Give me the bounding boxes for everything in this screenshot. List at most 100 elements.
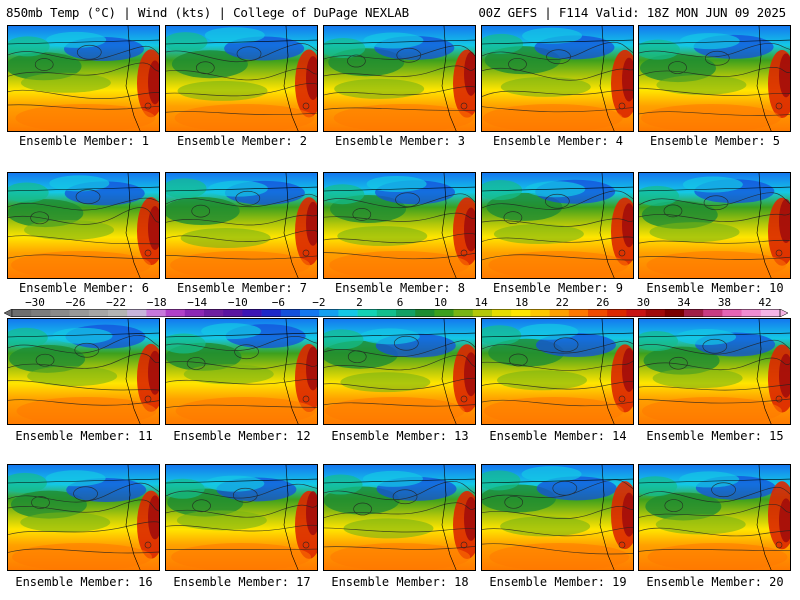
colorbar-segment	[645, 309, 666, 317]
temperature-map	[482, 26, 633, 131]
temperature-map	[8, 465, 159, 570]
colorbar-outline	[11, 309, 781, 317]
colorbar-segment	[453, 309, 474, 317]
member-caption: Ensemble Member: 14	[489, 429, 627, 443]
member-caption: Ensemble Member: 2	[176, 134, 308, 148]
colorbar-segment	[300, 309, 320, 317]
colorbar-segment	[530, 309, 550, 317]
colorbar-segment	[472, 309, 493, 317]
temperature-map	[639, 319, 790, 424]
colorbar-tick-label: 10	[433, 296, 448, 309]
colorbar-tick-label: −10	[227, 296, 248, 309]
colorbar-segment	[165, 309, 186, 317]
colorbar-segment	[722, 309, 742, 317]
colorbar-tick-label: 42	[758, 296, 772, 309]
ensemble-map-panel	[165, 318, 318, 425]
ensemble-map-panel	[165, 25, 318, 132]
colorbar-segment	[223, 309, 243, 317]
member-caption: Ensemble Member: 11	[15, 429, 153, 443]
ensemble-map-panel	[481, 25, 634, 132]
temperature-map	[482, 465, 633, 570]
ensemble-map-panel	[7, 172, 160, 279]
colorbar-segment	[261, 309, 282, 317]
member-caption: Ensemble Member: 3	[334, 134, 466, 148]
ensemble-map-panel	[323, 25, 476, 132]
member-caption: Ensemble Member: 18	[331, 575, 469, 589]
temperature-map	[324, 26, 475, 131]
colorbar-tick-label: 34	[677, 296, 691, 309]
colorbar-segment	[760, 309, 781, 317]
colorbar-segment	[146, 309, 166, 317]
colorbar-segment	[204, 309, 224, 317]
member-caption: Ensemble Member: 17	[173, 575, 311, 589]
ensemble-map-panel	[638, 464, 791, 571]
map-title: 850mb Temp (°C) | Wind (kts) | College o…	[6, 5, 409, 20]
member-caption: Ensemble Member: 13	[331, 429, 469, 443]
member-caption: Ensemble Member: 5	[649, 134, 781, 148]
colorbar-tick-label: 38	[717, 296, 732, 309]
ensemble-map-panel	[638, 318, 791, 425]
colorbar-segment	[184, 309, 205, 317]
member-caption: Ensemble Member: 10	[646, 281, 784, 295]
ensemble-map-panel	[481, 318, 634, 425]
member-caption: Ensemble Member: 20	[646, 575, 784, 589]
colorbar-segment	[127, 309, 147, 317]
ensemble-map-panel	[165, 172, 318, 279]
colorbar-segment	[31, 309, 51, 317]
colorbar-segment	[549, 309, 570, 317]
colorbar-tick-label: −30	[25, 296, 45, 309]
member-caption: Ensemble Member: 16	[15, 575, 153, 589]
temperature-map	[8, 319, 159, 424]
ensemble-map-panel	[481, 172, 634, 279]
member-caption: Ensemble Member: 4	[492, 134, 624, 148]
temperature-map	[639, 173, 790, 278]
ensemble-map-panel	[323, 464, 476, 571]
colorbar-segment	[50, 309, 70, 317]
ensemble-map-panel	[165, 464, 318, 571]
member-caption: Ensemble Member: 1	[18, 134, 150, 148]
temperature-map	[639, 465, 790, 570]
colorbar-segment	[664, 309, 685, 317]
temperature-map	[324, 465, 475, 570]
member-caption: Ensemble Member: 15	[646, 429, 784, 443]
colorbar-tick-label: −6	[271, 296, 285, 309]
temperature-map	[639, 26, 790, 131]
temperature-map	[324, 173, 475, 278]
colorbar-segment	[684, 309, 704, 317]
colorbar-segment	[434, 309, 454, 317]
colorbar-tick-label: 26	[596, 296, 610, 309]
colorbar-segment	[357, 309, 378, 317]
member-caption: Ensemble Member: 7	[176, 281, 308, 295]
colorbar-segment	[12, 309, 32, 317]
colorbar-segment	[492, 309, 512, 317]
colorbar-segment	[626, 309, 646, 317]
ensemble-map-panel	[638, 25, 791, 132]
colorbar-segment	[88, 309, 109, 317]
colorbar-segment	[415, 309, 435, 317]
colorbar-tick-label: −26	[65, 296, 86, 309]
colorbar-tick-label: 22	[555, 296, 569, 309]
ensemble-map-panel	[7, 318, 160, 425]
temperature-map	[166, 26, 317, 131]
colorbar-segment	[703, 309, 723, 317]
colorbar-tick-label: 2	[356, 296, 363, 309]
temperature-map	[8, 173, 159, 278]
temperature-colorbar	[4, 309, 788, 317]
temperature-map	[482, 319, 633, 424]
colorbar-segment	[242, 309, 262, 317]
model-valid-time: 00Z GEFS | F114 Valid: 18Z MON JUN 09 20…	[478, 5, 786, 20]
colorbar-labels: −30 −26 −22 −18 −14 −10 −6 −2 2 6 10 14 18 22 26 30 34 38…	[0, 296, 800, 309]
ensemble-map-panel	[323, 172, 476, 279]
temperature-map	[324, 319, 475, 424]
temperature-map	[166, 173, 317, 278]
member-caption: Ensemble Member: 6	[18, 281, 150, 295]
colorbar-tick-label: 6	[396, 296, 404, 309]
colorbar-segment	[338, 309, 358, 317]
colorbar-segment	[108, 309, 128, 317]
temperature-map	[166, 319, 317, 424]
ensemble-map-panel	[638, 172, 791, 279]
ensemble-map-panel	[7, 25, 160, 132]
member-caption: Ensemble Member: 8	[334, 281, 466, 295]
member-caption: Ensemble Member: 9	[492, 281, 624, 295]
colorbar-min-arrow	[4, 309, 13, 317]
